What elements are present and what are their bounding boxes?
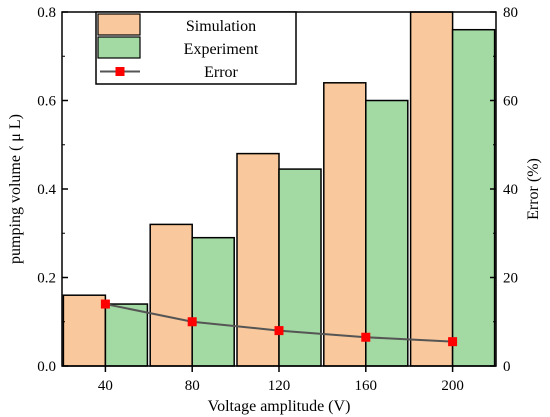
y-tick-label-0.0: 0.0 xyxy=(37,359,56,375)
error-marker-80 xyxy=(187,317,197,327)
x-tick-label-200: 200 xyxy=(441,378,464,394)
y2-tick-label-60: 60 xyxy=(503,94,518,110)
bar-simulation-200 xyxy=(409,11,454,367)
y-tick-label-0.4: 0.4 xyxy=(37,182,56,198)
x-tick-label-120: 120 xyxy=(268,378,291,394)
legend-label-experiment: Experiment xyxy=(184,41,259,58)
y2-tick-label-0: 0 xyxy=(503,359,511,375)
y2-axis-label: Error (%) xyxy=(525,158,542,220)
x-tick-label-40: 40 xyxy=(98,378,113,394)
bars-layer xyxy=(62,11,496,367)
error-marker-200 xyxy=(448,337,458,347)
x-tick-label-80: 80 xyxy=(185,378,200,394)
legend-swatch-simulation xyxy=(97,13,141,36)
legend-swatch-experiment xyxy=(97,36,141,59)
legend: Simulation Experiment Error xyxy=(95,11,297,85)
x-axis-label: Voltage amplitude (V) xyxy=(208,398,351,415)
ticks-layer: 40 80 120 160 200 0.0 0.2 0.4 0.6 0.8 0 20 40 60 80 xyxy=(37,5,518,394)
bar-experiment-80 xyxy=(191,236,235,367)
y-tick-label-0.6: 0.6 xyxy=(37,94,56,110)
error-marker-160 xyxy=(361,332,371,342)
y2-tick-label-20: 20 xyxy=(503,271,518,287)
legend-marker-error xyxy=(115,67,125,76)
y-axis-label: pumping volume ( μ L) xyxy=(7,114,24,264)
y-tick-label-0.2: 0.2 xyxy=(37,271,56,287)
x-tick-label-160: 160 xyxy=(355,378,378,394)
legend-label-error: Error xyxy=(204,64,238,81)
bar-experiment-160 xyxy=(365,99,409,367)
y2-tick-label-40: 40 xyxy=(503,182,518,198)
error-line-layer xyxy=(100,299,458,347)
error-marker-120 xyxy=(274,326,284,336)
error-marker-40 xyxy=(100,299,110,309)
legend-label-simulation: Simulation xyxy=(186,18,256,35)
bar-simulation-40 xyxy=(62,294,107,367)
bar-simulation-80 xyxy=(149,223,193,367)
bar-experiment-200 xyxy=(451,28,496,367)
y-tick-label-0.8: 0.8 xyxy=(37,5,56,21)
bar-experiment-120 xyxy=(278,168,322,367)
bar-experiment-40 xyxy=(104,303,149,367)
bar-simulation-120 xyxy=(236,152,280,367)
y2-tick-label-80: 80 xyxy=(503,5,518,21)
bar-simulation-160 xyxy=(323,82,367,367)
